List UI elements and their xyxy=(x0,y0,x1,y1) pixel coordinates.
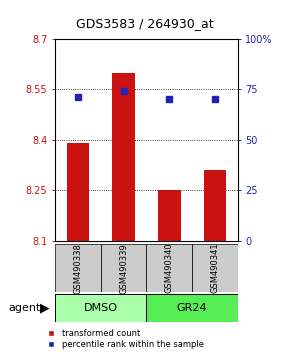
Bar xyxy=(55,244,101,292)
Bar xyxy=(55,294,146,322)
Text: ▶: ▶ xyxy=(40,302,50,314)
Bar xyxy=(101,244,146,292)
Bar xyxy=(66,143,89,241)
Text: GR24: GR24 xyxy=(177,303,207,313)
Text: GSM490339: GSM490339 xyxy=(119,243,128,293)
Bar xyxy=(146,244,192,292)
Bar xyxy=(146,294,238,322)
Bar xyxy=(158,190,181,241)
Text: GSM490341: GSM490341 xyxy=(211,243,220,293)
Bar xyxy=(192,244,238,292)
Text: GDS3583 / 264930_at: GDS3583 / 264930_at xyxy=(76,17,214,30)
Legend: transformed count, percentile rank within the sample: transformed count, percentile rank withi… xyxy=(42,328,205,350)
Bar xyxy=(204,170,226,241)
Bar xyxy=(112,73,135,241)
Text: agent: agent xyxy=(9,303,41,313)
Text: DMSO: DMSO xyxy=(84,303,118,313)
Text: GSM490340: GSM490340 xyxy=(165,243,174,293)
Text: GSM490338: GSM490338 xyxy=(73,243,82,293)
